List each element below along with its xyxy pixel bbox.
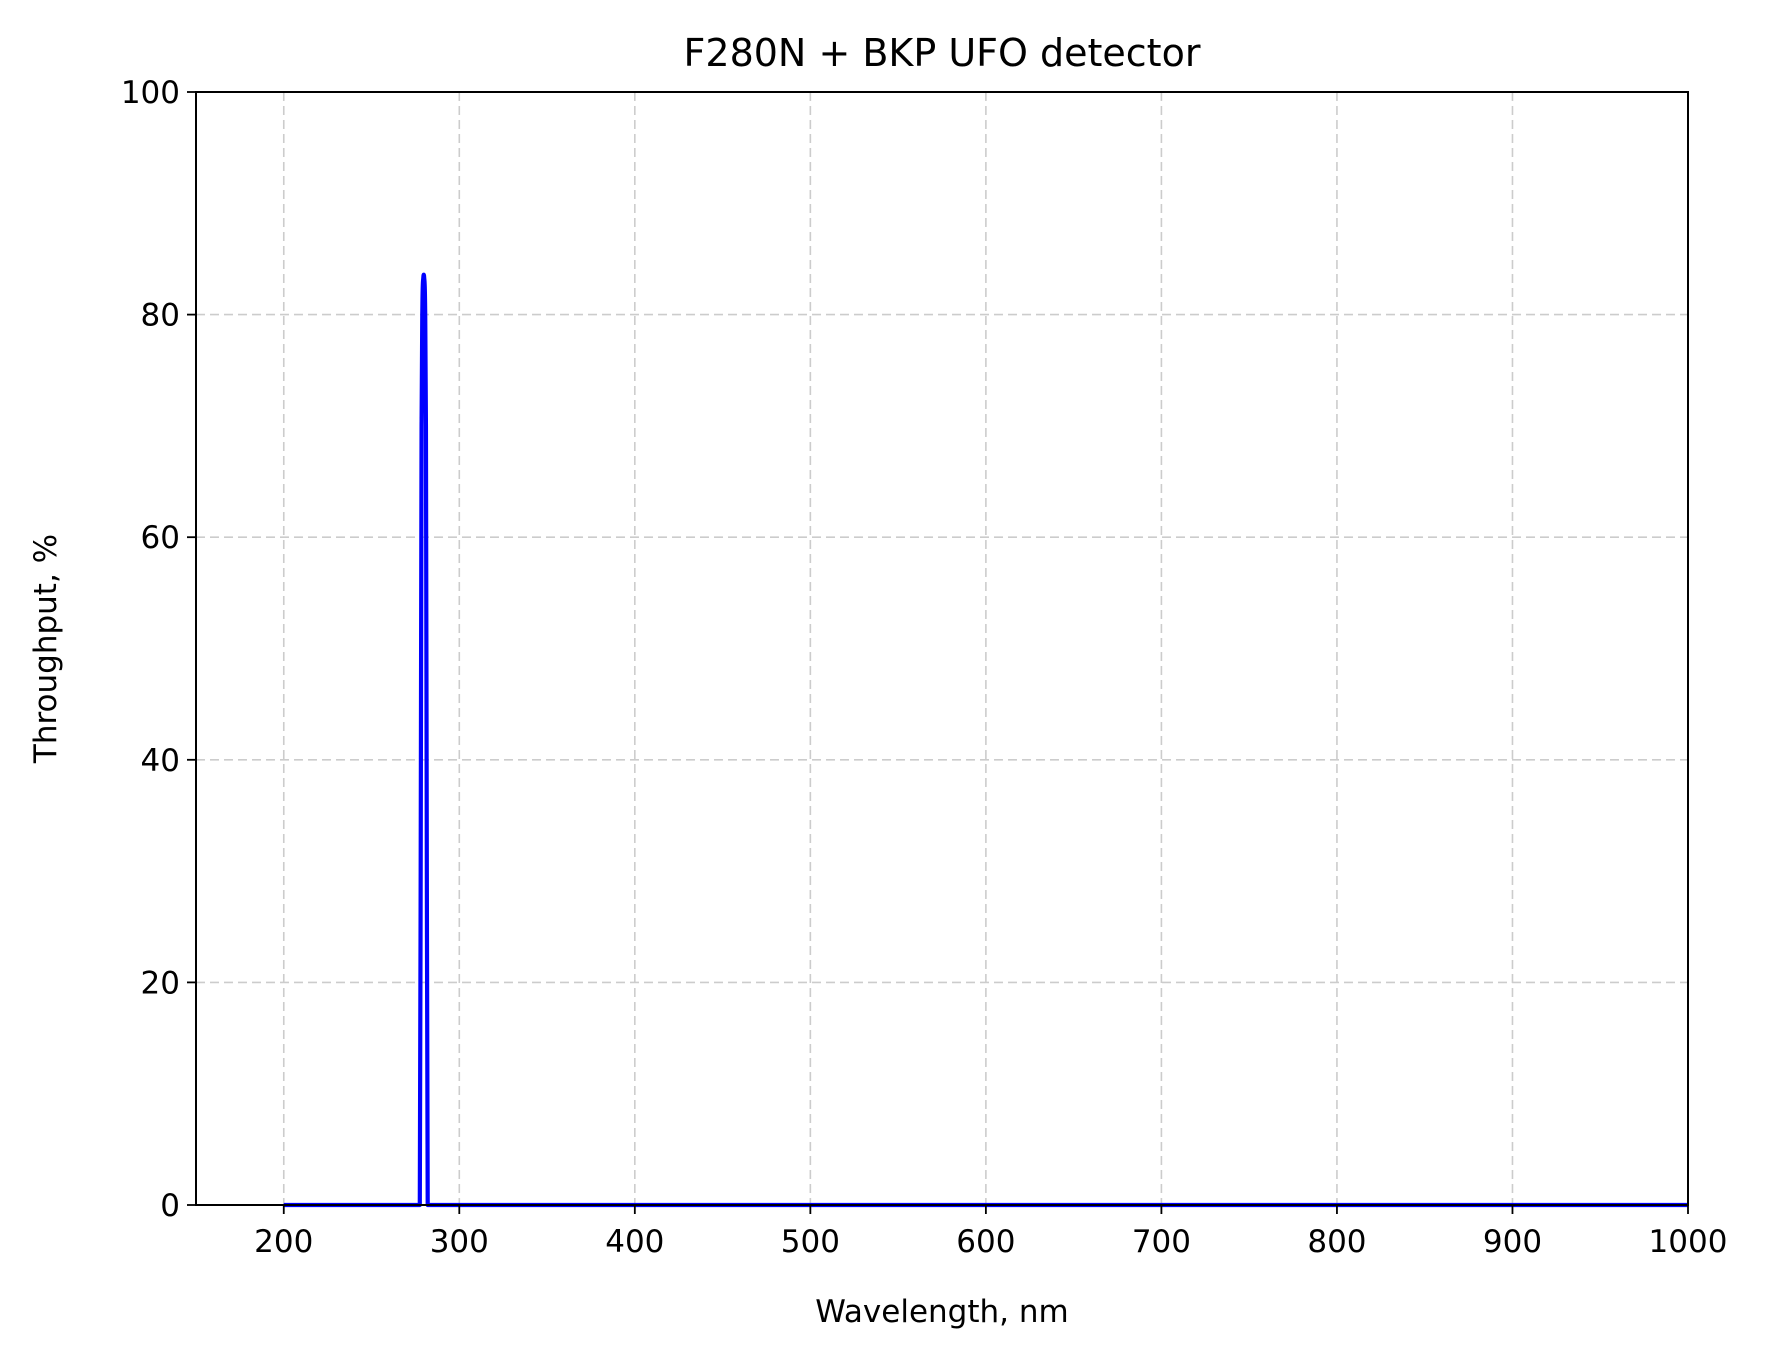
y-axis: 0 20 40 60 80 100 bbox=[121, 75, 196, 1224]
x-tick-label: 600 bbox=[956, 1224, 1015, 1260]
y-tick-label: 100 bbox=[121, 75, 180, 111]
x-tick-label: 400 bbox=[605, 1224, 664, 1260]
y-tick-label: 20 bbox=[141, 965, 180, 1001]
y-tick-label: 80 bbox=[141, 298, 180, 334]
y-tick-label: 0 bbox=[160, 1188, 180, 1224]
x-tick-label: 200 bbox=[254, 1224, 313, 1260]
chart-title: F280N + BKP UFO detector bbox=[684, 31, 1201, 75]
x-tick-label: 800 bbox=[1307, 1224, 1366, 1260]
x-axis: 200 300 400 500 600 700 800 900 1000 bbox=[254, 1205, 1727, 1260]
x-tick-label: 500 bbox=[781, 1224, 840, 1260]
y-tick-label: 40 bbox=[141, 743, 180, 779]
x-tick-label: 1000 bbox=[1649, 1224, 1728, 1260]
y-axis-label: Throughput, % bbox=[28, 534, 64, 764]
x-tick-label: 700 bbox=[1132, 1224, 1191, 1260]
x-tick-label: 900 bbox=[1483, 1224, 1542, 1260]
x-tick-label: 300 bbox=[430, 1224, 489, 1260]
plot-frame bbox=[195, 91, 1689, 1206]
x-axis-label: Wavelength, nm bbox=[815, 1294, 1068, 1330]
y-tick-label: 60 bbox=[141, 520, 180, 556]
